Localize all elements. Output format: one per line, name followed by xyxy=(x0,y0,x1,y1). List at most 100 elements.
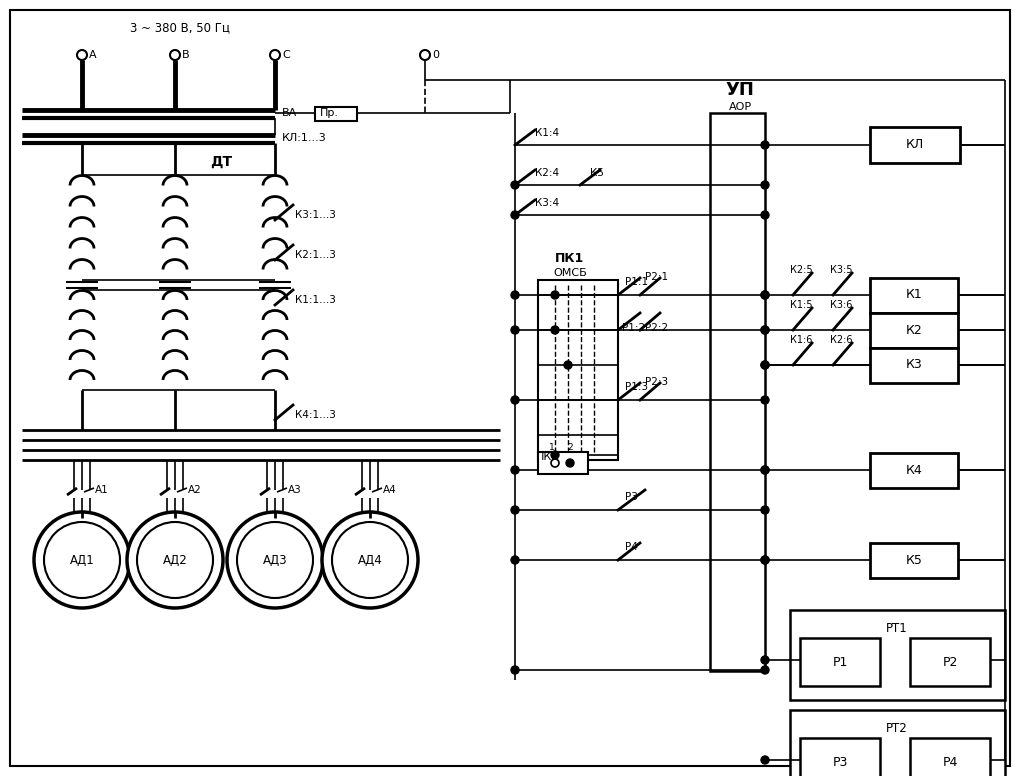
Circle shape xyxy=(761,656,769,664)
Circle shape xyxy=(761,141,769,149)
Text: 2: 2 xyxy=(567,444,572,452)
Text: К2: К2 xyxy=(905,324,923,337)
Text: К5: К5 xyxy=(905,553,923,566)
Circle shape xyxy=(332,522,408,598)
Bar xyxy=(538,280,618,460)
Text: К3:6: К3:6 xyxy=(830,300,852,310)
Circle shape xyxy=(761,326,769,334)
Text: РТ2: РТ2 xyxy=(886,722,908,735)
Text: АД4: АД4 xyxy=(358,553,382,566)
Text: РТ1: РТ1 xyxy=(886,622,908,635)
Bar xyxy=(790,610,1005,700)
Text: К2:5: К2:5 xyxy=(790,265,812,275)
Text: А4: А4 xyxy=(383,485,397,495)
Circle shape xyxy=(44,522,120,598)
Text: ДТ: ДТ xyxy=(210,155,232,169)
Text: АД3: АД3 xyxy=(263,553,287,566)
Circle shape xyxy=(511,506,519,514)
Text: К5: К5 xyxy=(590,168,604,178)
Circle shape xyxy=(551,459,559,467)
Text: ПК1: ПК1 xyxy=(555,251,585,265)
Text: АД2: АД2 xyxy=(162,553,187,566)
Text: К2:6: К2:6 xyxy=(830,335,852,345)
Bar xyxy=(870,127,960,163)
Text: К3:1...3: К3:1...3 xyxy=(295,210,336,220)
Text: К1:5: К1:5 xyxy=(790,300,812,310)
Text: УП: УП xyxy=(726,81,754,99)
Bar xyxy=(790,710,1005,776)
Circle shape xyxy=(566,459,574,467)
Text: С: С xyxy=(282,50,290,60)
Text: Р4: Р4 xyxy=(942,756,958,768)
Bar xyxy=(870,453,958,488)
Text: ВА: ВА xyxy=(282,108,297,118)
Circle shape xyxy=(551,451,559,459)
Circle shape xyxy=(511,466,519,474)
Bar xyxy=(800,638,880,686)
Circle shape xyxy=(761,756,769,764)
Circle shape xyxy=(761,396,769,404)
Text: К3:5: К3:5 xyxy=(830,265,852,275)
Text: 3 ~ 380 В, 50 Гц: 3 ~ 380 В, 50 Гц xyxy=(130,22,230,34)
Text: Р2:3: Р2:3 xyxy=(645,377,668,387)
Text: К1:6: К1:6 xyxy=(790,335,812,345)
Text: Р2:1: Р2:1 xyxy=(645,272,668,282)
Text: А3: А3 xyxy=(288,485,301,495)
Circle shape xyxy=(237,522,313,598)
Text: А: А xyxy=(89,50,97,60)
Text: А2: А2 xyxy=(188,485,201,495)
Circle shape xyxy=(511,181,519,189)
Bar xyxy=(910,638,990,686)
Text: К2:1...3: К2:1...3 xyxy=(295,250,336,260)
Text: ОМСБ: ОМСБ xyxy=(553,268,587,278)
Text: 1: 1 xyxy=(549,444,555,452)
Circle shape xyxy=(761,556,769,564)
Circle shape xyxy=(564,361,572,369)
Circle shape xyxy=(761,361,769,369)
Text: ПК2: ПК2 xyxy=(536,452,559,462)
Circle shape xyxy=(127,512,223,608)
Text: КЛ: КЛ xyxy=(905,138,924,151)
Text: Р2:2: Р2:2 xyxy=(645,323,668,333)
Text: К4:1...3: К4:1...3 xyxy=(295,410,336,420)
Circle shape xyxy=(322,512,418,608)
Circle shape xyxy=(170,50,180,60)
Text: Р1:1: Р1:1 xyxy=(625,277,648,287)
Circle shape xyxy=(511,396,519,404)
Text: К3:4: К3:4 xyxy=(535,198,559,208)
Text: АОР: АОР xyxy=(729,102,751,112)
Text: К1:4: К1:4 xyxy=(535,128,559,138)
Bar xyxy=(870,348,958,383)
Text: К1:1...3: К1:1...3 xyxy=(295,295,336,305)
Text: К3: К3 xyxy=(905,359,923,372)
Circle shape xyxy=(761,211,769,219)
Bar xyxy=(870,278,958,313)
Circle shape xyxy=(77,50,87,60)
Bar xyxy=(910,738,990,776)
Circle shape xyxy=(227,512,323,608)
Circle shape xyxy=(761,361,769,369)
Text: Р1:2: Р1:2 xyxy=(622,323,645,333)
Text: Р3: Р3 xyxy=(625,492,638,502)
Text: КЛ:1...3: КЛ:1...3 xyxy=(282,133,327,143)
Text: К4: К4 xyxy=(905,463,923,476)
Text: 0: 0 xyxy=(432,50,439,60)
Circle shape xyxy=(551,326,559,334)
Bar xyxy=(870,313,958,348)
Circle shape xyxy=(270,50,280,60)
Text: Пр.: Пр. xyxy=(320,108,339,118)
Circle shape xyxy=(761,466,769,474)
Circle shape xyxy=(761,666,769,674)
Circle shape xyxy=(761,556,769,564)
Circle shape xyxy=(761,291,769,299)
Text: Р2: Р2 xyxy=(942,656,958,668)
Text: В: В xyxy=(182,50,190,60)
Text: АД1: АД1 xyxy=(69,553,94,566)
Circle shape xyxy=(761,181,769,189)
Circle shape xyxy=(511,556,519,564)
Circle shape xyxy=(420,50,430,60)
Circle shape xyxy=(34,512,130,608)
Circle shape xyxy=(511,291,519,299)
Text: Р3: Р3 xyxy=(832,756,847,768)
Bar xyxy=(870,543,958,578)
